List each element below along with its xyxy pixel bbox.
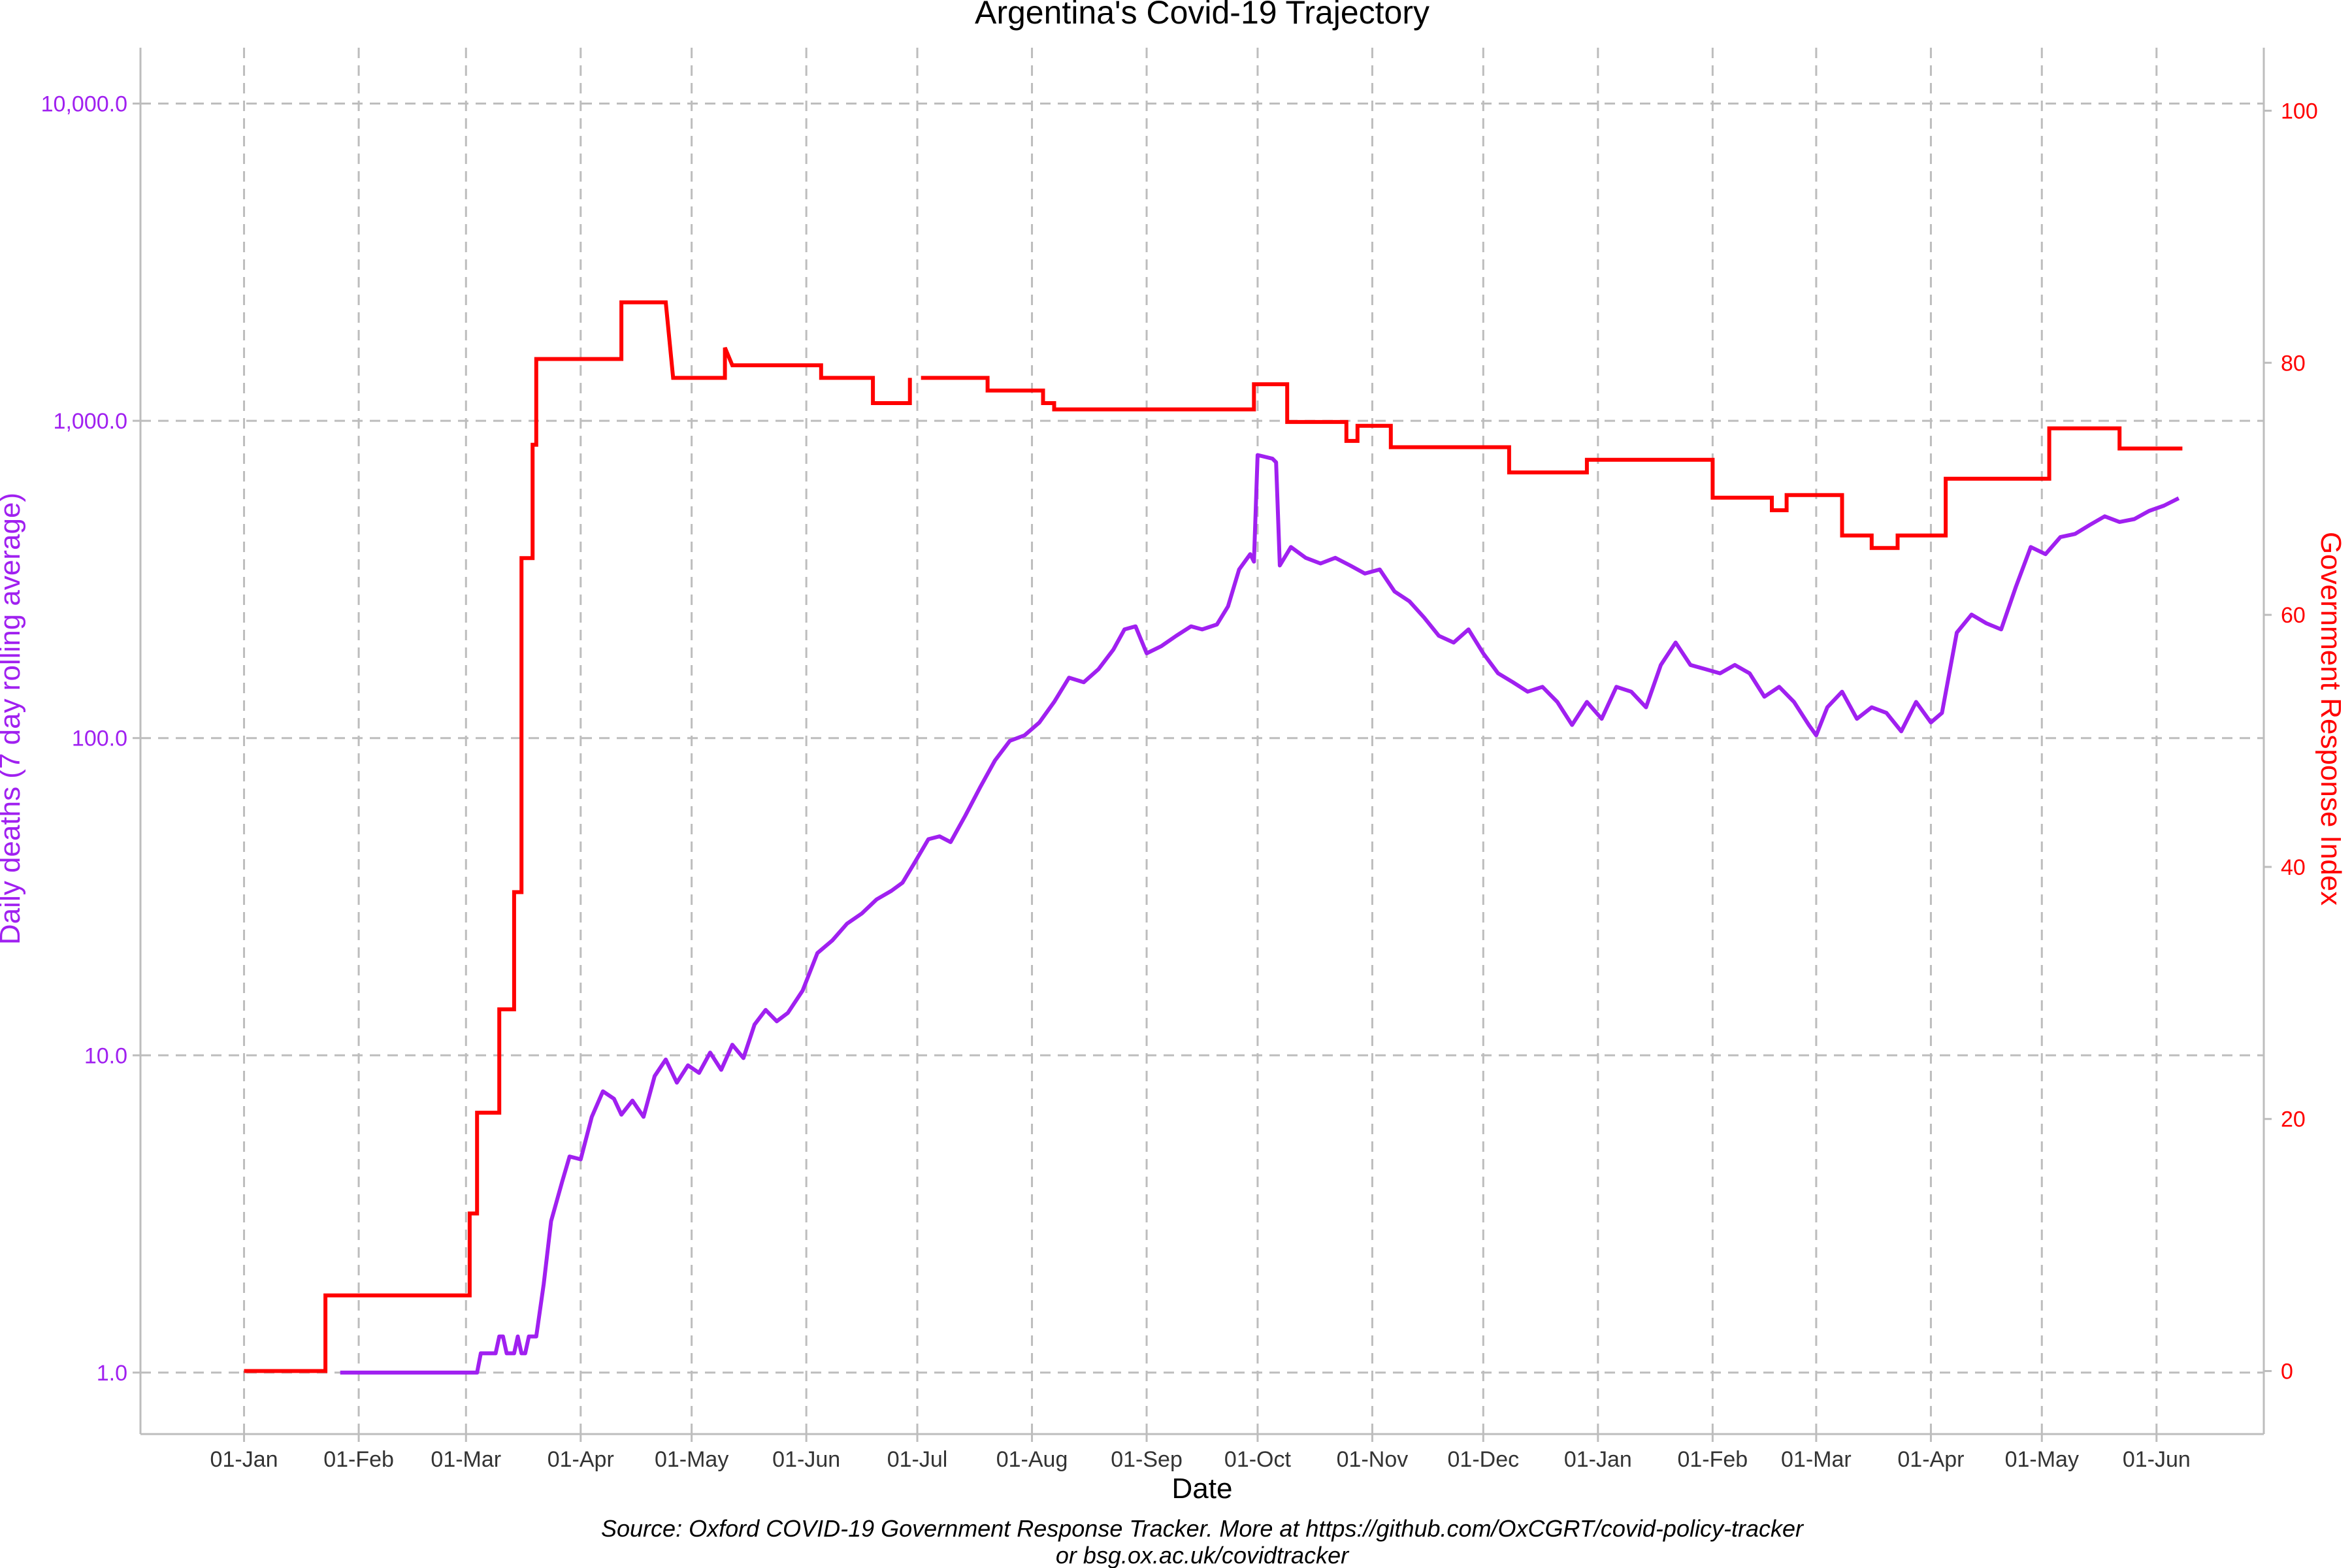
x-tick-label: 01-Mar <box>1781 1447 1852 1472</box>
x-tick-label: 01-Jan <box>210 1447 278 1472</box>
x-tick-label: 01-Apr <box>547 1447 614 1472</box>
x-tick-label: 01-May <box>655 1447 728 1472</box>
y-left-tick-label: 10.0 <box>84 1043 127 1068</box>
y-right-tick-label: 20 <box>2281 1107 2306 1132</box>
response-index-series-line <box>244 300 912 1373</box>
x-tick-label: 01-Apr <box>1897 1447 1964 1472</box>
x-tick-label: 01-Oct <box>1224 1447 1292 1472</box>
y-left-tick-label: 1.0 <box>97 1361 127 1386</box>
x-tick-label: 01-Jun <box>772 1447 840 1472</box>
y-right-tick-label: 100 <box>2281 99 2318 123</box>
series <box>244 300 2183 1375</box>
x-tick-label: 01-Nov <box>1337 1447 1409 1472</box>
x-tick-label: 01-Jul <box>887 1447 948 1472</box>
deaths-series-line <box>340 453 2180 1375</box>
x-tick-label: 01-May <box>2005 1447 2079 1472</box>
y-left-tick-label: 10,000.0 <box>41 92 127 117</box>
y-right-tick-label: 60 <box>2281 603 2306 628</box>
grid <box>140 48 2264 1434</box>
source-caption-line-2: or bsg.ox.ac.uk/covidtracker <box>1056 1542 1350 1568</box>
x-tick-label: 01-Jun <box>2123 1447 2191 1472</box>
y-left-tick-label: 100.0 <box>72 727 127 751</box>
response-index-series-line <box>921 376 2183 550</box>
x-tick-label: 01-Dec <box>1448 1447 1520 1472</box>
x-tick-label: 01-Sep <box>1111 1447 1183 1472</box>
y-right-tick-label: 40 <box>2281 855 2306 880</box>
chart-title: Argentina's Covid-19 Trajectory <box>975 0 1429 31</box>
y-axis-right-title: Government Response Index <box>2315 532 2347 906</box>
y-axis-left-title: Daily deaths (7 day rolling average) <box>0 493 26 945</box>
y-right-tick-label: 80 <box>2281 351 2306 376</box>
x-tick-label: 01-Feb <box>323 1447 394 1472</box>
source-caption-line-1: Source: Oxford COVID-19 Government Respo… <box>601 1515 1805 1542</box>
x-tick-label: 01-Mar <box>431 1447 501 1472</box>
x-axis-title: Date <box>1172 1473 1233 1505</box>
y-left-tick-label: 1,000.0 <box>54 409 127 434</box>
axes: 01-Jan 01-Feb 01-Mar 01-Apr 01-May 01-Jun 01-J… <box>41 48 2318 1472</box>
x-tick-label: 01-Jan <box>1564 1447 1632 1472</box>
x-tick-label: 01-Aug <box>996 1447 1068 1472</box>
y-right-tick-label: 0 <box>2281 1360 2293 1384</box>
x-tick-label: 01-Feb <box>1677 1447 1748 1472</box>
